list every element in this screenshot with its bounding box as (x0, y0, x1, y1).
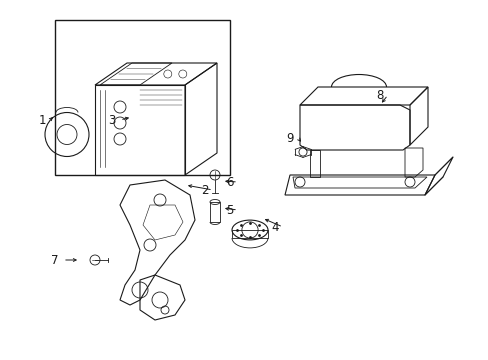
Text: 9: 9 (285, 131, 293, 144)
Text: 8: 8 (376, 89, 383, 102)
Text: 4: 4 (271, 220, 278, 234)
Bar (55, 20, 229, 175)
Text: 2: 2 (201, 184, 208, 197)
Text: 5: 5 (226, 203, 233, 216)
Text: 3: 3 (108, 113, 116, 126)
Text: 1: 1 (38, 113, 46, 126)
Text: 6: 6 (226, 176, 233, 189)
Text: 7: 7 (51, 253, 59, 266)
